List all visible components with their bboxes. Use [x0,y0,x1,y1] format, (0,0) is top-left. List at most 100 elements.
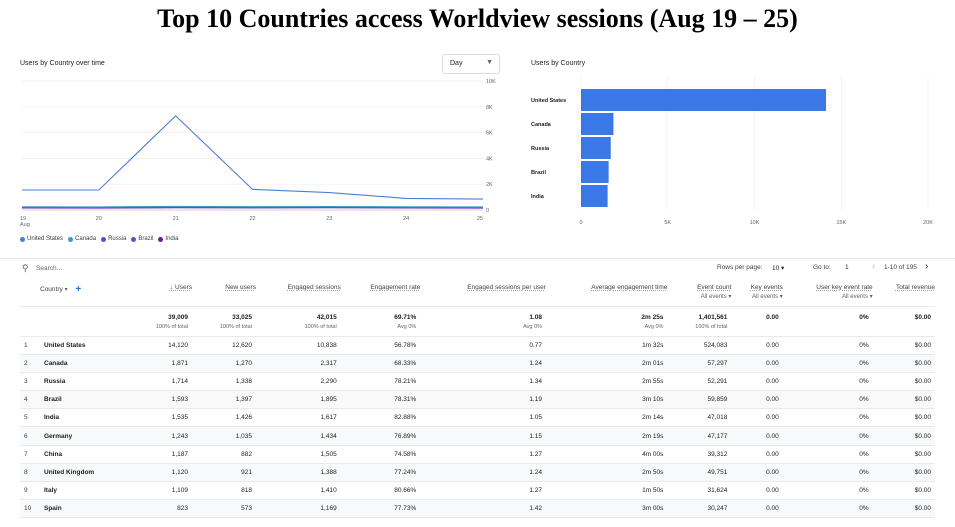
new-users-header[interactable]: New users [191,278,256,307]
row-total-revenue: $0.00 [872,408,935,428]
row-avg-engagement: 2m 01s [545,354,668,373]
users-header-label: ↓ Users [169,284,192,291]
rows-per-page-select[interactable]: 10 ▾ [772,264,784,272]
row-engagement-rate: 68.33% [340,354,421,373]
row-index: 9 [20,481,40,501]
row-avg-engagement: 3m 10s [545,390,668,410]
legend-label: India [165,236,179,242]
row-avg-engagement: 2m 19s [545,426,668,446]
bar-brazil [581,161,609,183]
table-row[interactable]: 4 Brazil 1,593 1,397 1,895 78.31% 1.19 3m 10s 59… [20,390,935,410]
bar-category-label: India [531,194,545,200]
row-users: 1,714 [128,372,192,392]
totals-new-users-value: 33,025 [232,313,252,321]
totals-index [20,306,40,337]
row-engaged-sessions: 10,838 [255,336,341,355]
bar-chart-title: Users by Country [531,60,586,67]
legend-item[interactable]: Brazil [131,236,153,242]
goto-page-input[interactable]: 1 [845,264,849,271]
data-table: Country ▾ + ↓ Users New users Engaged se… [20,278,935,519]
row-engagement-rate: 82.88% [340,408,421,428]
key-event-rate-header[interactable]: User key event rate All events ▾ [782,278,873,307]
legend-item[interactable]: Canada [68,236,96,242]
row-key-events: 0.00 [731,499,783,519]
totals-row: 39,009 100% of total 33,025 100% of total … [20,306,935,337]
row-sessions-per-user: 1.27 [420,445,546,464]
table-row[interactable]: 5 India 1,535 1,426 1,617 82.88% 1.05 2m 14s 47,… [20,408,935,428]
row-engagement-rate: 77.24% [340,463,421,483]
row-key-events: 0.00 [731,390,783,410]
row-users: 14,120 [128,336,192,355]
table-row[interactable]: 1 United States 14,120 12,620 10,838 56.78% 0.… [20,336,935,355]
users-header[interactable]: ↓ Users [128,278,192,307]
event-count-filter[interactable]: All events ▾ [700,294,732,300]
row-country: Brazil [40,390,128,410]
row-key-events: 0.00 [731,445,783,464]
table-row[interactable]: 10 Spain 823 573 1,169 77.73% 1.42 3m 00s 30,247… [20,499,935,519]
table-header-row: Country ▾ + ↓ Users New users Engaged se… [20,278,935,307]
row-event-count: 52,291 [667,372,732,392]
row-key-events: 0.00 [731,372,783,392]
x-tick-label: 15K [836,220,846,226]
row-engagement-rate: 56.78% [340,336,421,355]
search-input[interactable] [36,262,176,274]
row-key-events: 0.00 [731,354,783,373]
x-tick-label: 22 [249,216,255,222]
event-count-header[interactable]: Event count All events ▾ [667,278,732,307]
table-row[interactable]: 3 Russia 1,714 1,338 2,290 78.21% 1.34 2m 55s 52… [20,372,935,392]
row-users: 1,120 [128,463,192,483]
country-header[interactable]: Country ▾ + [40,278,128,307]
row-key-event-rate: 0% [782,463,873,483]
row-country: India [40,408,128,428]
engaged-sessions-header[interactable]: Engaged sessions [255,278,341,307]
table-row[interactable]: 2 Canada 1,871 1,270 2,317 68.33% 1.24 2m 01s 57… [20,354,935,373]
legend-item[interactable]: United States [20,236,63,242]
avg-engagement-header[interactable]: Average engagement time [545,278,668,307]
page-title: Top 10 Countries access Worldview sessio… [157,4,798,33]
chevron-right-icon[interactable]: › [925,261,929,272]
row-country: Italy [40,481,128,501]
x-tick-label: 0 [579,220,582,226]
search-icon: ⚲ [22,263,29,273]
totals-avg-engagement-value: 2m 25s [641,313,664,321]
row-index: 5 [20,408,40,428]
x-tick-sublabel: Aug [20,222,30,228]
bar-category-label: Canada [531,122,552,128]
sessions-per-user-header[interactable]: Engaged sessions per user [420,278,546,307]
table-row[interactable]: 8 United Kingdom 1,120 921 1,388 77.24% 1.24 2m… [20,463,935,483]
legend-dot-icon [20,236,25,242]
key-events-filter[interactable]: All events ▾ [752,294,783,300]
table-row[interactable]: 6 Germany 1,243 1,035 1,434 76.89% 1.15 2m 19s 4… [20,426,935,446]
row-sessions-per-user: 1.24 [420,463,546,483]
table-row[interactable]: 9 Italy 1,109 818 1,410 80.66% 1.27 1m 50s 31,62… [20,481,935,501]
row-index: 7 [20,445,40,464]
row-total-revenue: $0.00 [872,445,935,464]
row-index: 3 [20,372,40,392]
row-engagement-rate: 78.31% [340,390,421,410]
row-engagement-rate: 76.89% [340,426,421,446]
legend-dot-icon [158,236,164,242]
legend-item[interactable]: India [158,236,178,242]
row-total-revenue: $0.00 [872,426,935,446]
granularity-select[interactable]: Day ▼ [442,54,500,74]
row-new-users: 1,338 [191,372,256,392]
row-sessions-per-user: 1.19 [420,390,546,410]
totals-engaged-sessions: 42,015 100% of total [255,306,341,337]
row-engagement-rate: 78.21% [340,372,421,392]
key-events-header[interactable]: Key events All events ▾ [731,278,783,307]
totals-avg-engagement-sub: Avg 0% [644,323,664,330]
row-total-revenue: $0.00 [872,354,935,373]
row-event-count: 59,859 [667,390,732,410]
chevron-left-icon[interactable]: ‹ [872,261,876,272]
engagement-rate-header[interactable]: Engagement rate [340,278,421,307]
x-tick-label: 25 [477,216,483,222]
table-row[interactable]: 7 China 1,187 882 1,505 74.58% 1.27 4m 00s 39,31… [20,445,935,464]
row-new-users: 818 [191,481,256,501]
legend-item[interactable]: Russia [101,236,126,242]
totals-engagement-rate-value: 69.71% [394,313,417,321]
total-revenue-header[interactable]: Total revenue [872,278,935,307]
line-series-canada [21,205,484,208]
add-dimension-button[interactable]: + [75,284,82,295]
key-event-rate-filter[interactable]: All events ▾ [841,294,873,300]
